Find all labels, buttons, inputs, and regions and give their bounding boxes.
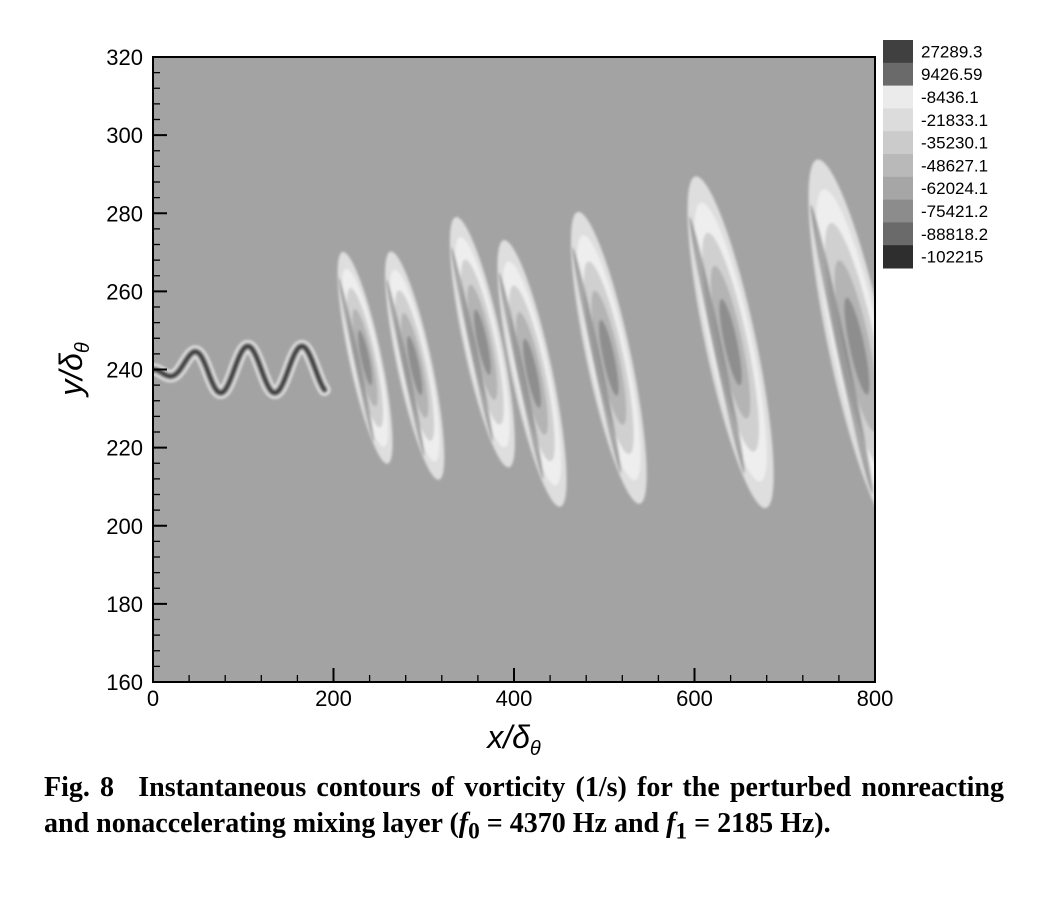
shear-layer-core xyxy=(153,344,326,395)
caption-label: Fig. 8 xyxy=(44,772,115,803)
colorbar-label: -48627.1 xyxy=(921,156,988,175)
y-tick-label: 180 xyxy=(106,592,143,617)
colorbar-swatch xyxy=(883,222,913,246)
f1-symbol: f xyxy=(666,808,676,839)
colorbar-legend: 27289.3 9426.59 -8436.1 -21833.1 -35230.1 -48… xyxy=(883,40,988,269)
y-axis-label: y/δθ xyxy=(53,342,94,398)
vortex-edge xyxy=(386,279,425,456)
colorbar-label: -21833.1 xyxy=(921,111,988,130)
x-axis-label: x/δθ xyxy=(485,719,541,760)
f1-value: = 2185 Hz). xyxy=(687,808,831,839)
y-tick-label: 200 xyxy=(106,514,143,539)
colorbar-swatch xyxy=(883,199,913,223)
f0-subscript: 0 xyxy=(468,818,480,845)
figure-caption: Fig. 8 Instantaneous contours of vortici… xyxy=(44,770,1004,850)
vortex-contour xyxy=(844,297,870,395)
colorbar-label: -102215 xyxy=(921,248,983,267)
y-tick-label: 240 xyxy=(106,358,143,383)
colorbar-swatch xyxy=(883,108,913,132)
vortex-contour xyxy=(719,299,742,386)
vortex-edge xyxy=(572,247,622,474)
x-tick-label: 0 xyxy=(147,686,159,711)
y-tick-label: 260 xyxy=(106,279,143,304)
f1-subscript: 1 xyxy=(675,818,688,845)
colorbar-label: -75421.2 xyxy=(921,202,988,221)
caption-text: Instantaneous contours of vorticity (1/s… xyxy=(44,772,1004,839)
y-tick-label: 300 xyxy=(106,123,143,148)
y-tick-label: 160 xyxy=(106,670,143,695)
vortex-edge xyxy=(810,204,873,494)
colorbar-label: -88818.2 xyxy=(921,225,988,244)
x-tick-label: 200 xyxy=(315,686,352,711)
x-tick-label: 800 xyxy=(857,686,894,711)
colorbar-label: -62024.1 xyxy=(921,179,988,198)
vortex-edge xyxy=(451,247,493,442)
f0-symbol: f xyxy=(458,808,469,839)
x-tick-label: 600 xyxy=(676,686,713,711)
vortex-edge xyxy=(498,272,544,479)
f0-value: = 4370 Hz and xyxy=(479,808,667,839)
colorbar-swatch xyxy=(883,176,913,201)
vorticity-contours xyxy=(153,159,875,533)
y-tick-label: 320 xyxy=(106,45,143,70)
colorbar-label: 27289.3 xyxy=(921,42,982,61)
colorbar-label: 9426.59 xyxy=(921,65,982,84)
y-tick-label: 220 xyxy=(106,436,143,461)
colorbar-swatch xyxy=(883,245,913,269)
vortex-contour xyxy=(407,335,423,396)
colorbar-swatch xyxy=(883,40,913,64)
colorbar-swatch xyxy=(883,62,913,87)
axes: 160 180 200 220 240 260 280 300 320 0 200 400 600 800… xyxy=(53,45,893,760)
x-tick-label: 400 xyxy=(496,686,533,711)
vortex-edge xyxy=(338,277,375,442)
colorbar-swatch xyxy=(883,131,913,155)
vortex-contour xyxy=(473,309,491,375)
vortex-contour xyxy=(522,338,542,409)
vortex-contour xyxy=(357,330,373,386)
colorbar-label: -35230.1 xyxy=(921,134,988,153)
vortex-contour xyxy=(598,319,619,396)
vorticity-contour-figure: 160 180 200 220 240 260 280 300 320 0 200 400 600 800… xyxy=(53,40,988,760)
colorbar-swatch xyxy=(883,154,913,178)
colorbar-swatch xyxy=(883,85,913,109)
vortex-edge xyxy=(689,216,745,474)
colorbar-label: -8436.1 xyxy=(921,88,979,107)
y-tick-label: 280 xyxy=(106,201,143,226)
